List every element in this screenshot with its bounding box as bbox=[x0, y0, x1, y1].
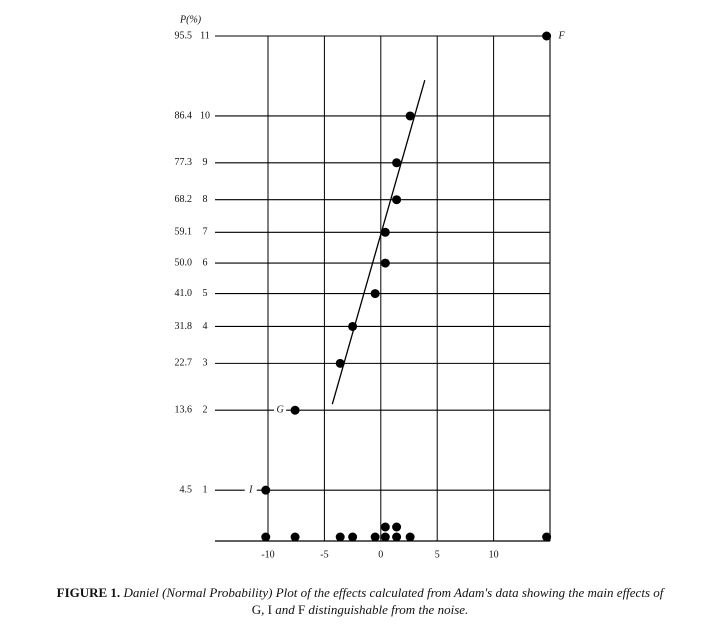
dot-plot-point bbox=[542, 532, 552, 542]
data-point bbox=[261, 485, 271, 495]
y-tick-label: 22.7 bbox=[175, 358, 193, 369]
label-background bbox=[555, 29, 568, 43]
rank-label: 9 bbox=[203, 157, 208, 168]
rank-label: 1 bbox=[203, 484, 208, 495]
x-tick-label: 10 bbox=[489, 549, 499, 560]
label-background bbox=[274, 403, 287, 418]
data-point bbox=[290, 405, 300, 415]
rank-label: 6 bbox=[203, 257, 208, 268]
data-point bbox=[348, 321, 358, 331]
caption-text: G, I bbox=[251, 602, 272, 617]
chart: P(%) 4.5 1 13.6 2 22.7 3 31.8 4 41.0 5 50.0 6 59.1 7 6… bbox=[174, 14, 568, 561]
x-tick-label: 0 bbox=[378, 549, 383, 560]
rank-label: 10 bbox=[200, 110, 210, 121]
data-point bbox=[405, 111, 415, 121]
y-tick-label: 13.6 bbox=[175, 405, 193, 416]
data-point bbox=[392, 195, 402, 205]
y-tick-label: 95.5 bbox=[175, 30, 193, 41]
dot-plot-point bbox=[380, 532, 390, 542]
caption: FIGURE 1. Daniel (Normal Probability) Pl… bbox=[0, 584, 720, 618]
caption-label: FIGURE 1. bbox=[56, 585, 121, 600]
dot-plot-point bbox=[392, 532, 402, 542]
rank-label: 3 bbox=[203, 358, 208, 369]
y-tick-label: 50.0 bbox=[175, 257, 193, 268]
y-tick-label: 59.1 bbox=[175, 227, 193, 238]
dot-plot-point bbox=[392, 522, 402, 532]
fit-line bbox=[331, 79, 426, 405]
rank-label: 7 bbox=[203, 227, 208, 238]
dot-plot-point bbox=[290, 532, 300, 542]
dot-plot-point bbox=[335, 532, 345, 542]
dot-plot-point bbox=[261, 532, 271, 542]
dot-plot-point bbox=[405, 532, 415, 542]
rank-label: 11 bbox=[200, 30, 210, 41]
x-tick-label: -5 bbox=[320, 549, 328, 560]
dot-plot-point bbox=[370, 532, 380, 542]
y-tick-label: 4.5 bbox=[180, 484, 193, 495]
caption-text: F bbox=[297, 602, 306, 617]
point-label: G bbox=[276, 405, 283, 416]
data-point bbox=[380, 227, 390, 237]
rank-label: 2 bbox=[203, 405, 208, 416]
x-tick-label: -10 bbox=[261, 549, 274, 560]
dot-plot-point bbox=[348, 532, 358, 542]
data-point bbox=[380, 258, 390, 268]
data-point bbox=[542, 31, 552, 41]
y-axis-label: P(%) bbox=[179, 14, 202, 25]
y-tick-label: 41.0 bbox=[175, 288, 193, 299]
y-tick-label: 77.3 bbox=[175, 157, 193, 168]
dot-plot-point bbox=[380, 522, 390, 532]
point-label: F bbox=[558, 30, 566, 41]
x-tick-label: 5 bbox=[435, 549, 440, 560]
data-point bbox=[335, 358, 345, 368]
label-background bbox=[244, 483, 257, 498]
data-point bbox=[392, 158, 402, 168]
caption-text: distinguishable from the noise. bbox=[308, 602, 469, 617]
point-label: I bbox=[248, 484, 253, 495]
caption-text: and bbox=[275, 602, 295, 617]
y-tick-label: 86.4 bbox=[175, 110, 193, 121]
rank-label: 8 bbox=[203, 194, 208, 205]
rank-label: 5 bbox=[203, 288, 208, 299]
rank-label: 4 bbox=[203, 321, 208, 332]
data-point bbox=[370, 289, 380, 299]
y-tick-label: 68.2 bbox=[175, 194, 193, 205]
caption-text: Daniel (Normal Probability) Plot of the … bbox=[123, 585, 664, 600]
y-tick-label: 31.8 bbox=[175, 321, 193, 332]
